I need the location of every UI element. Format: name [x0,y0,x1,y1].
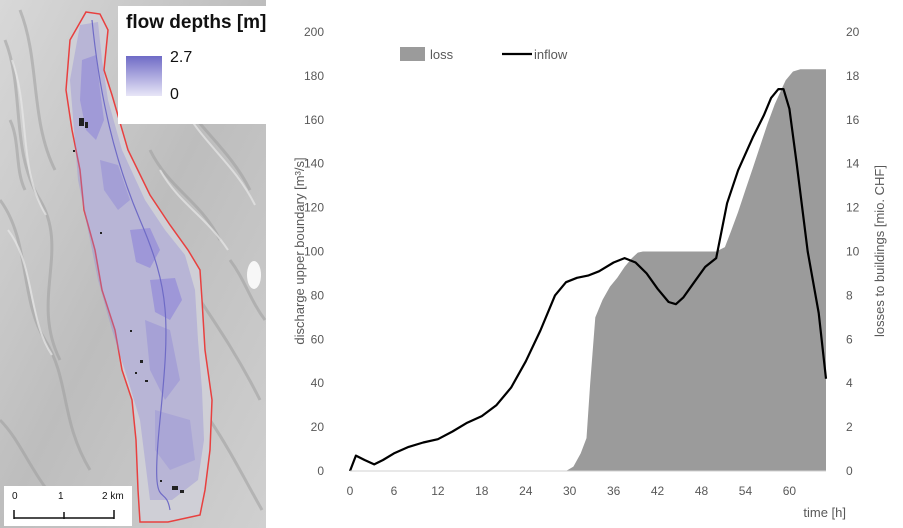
y2-tick-label: 18 [846,69,860,83]
legend-min-label: 0 [170,86,179,103]
legend-color-ramp [126,56,162,96]
y-axis-title: discharge upper boundary [m³/s] [292,157,307,344]
y2-tick-label: 20 [846,25,860,39]
x-tick-label: 48 [695,484,709,498]
left-axis-ticks: 0 20 40 60 80 100 120 140 160 180 200 [304,25,324,478]
x-tick-label: 12 [431,484,445,498]
river-line [91,19,171,511]
valley-outline [65,11,213,523]
y-tick-label: 160 [304,113,324,127]
y2-tick-label: 12 [846,201,860,215]
scale-label-2: 2 km [102,491,124,502]
terrain-ridges [0,9,266,511]
legend-max-label: 2.7 [170,49,193,66]
legend-loss-label: loss [430,47,454,62]
x-axis-title: time [h] [803,505,846,520]
scale-label-1: 1 [58,491,64,502]
x-tick-label: 54 [739,484,753,498]
y-tick-label: 40 [311,376,325,390]
y-tick-label: 0 [317,464,324,478]
chart-legend: loss inflow [400,47,568,62]
y-tick-label: 120 [304,201,324,215]
flow-depth-legend: flow depths [m] 2.7 0 [118,6,266,124]
loss-area-layer [566,69,826,472]
lake [247,261,261,289]
y2-tick-label: 4 [846,376,853,390]
y-tick-label: 100 [304,245,324,259]
chart-panel: 0 20 40 60 80 100 120 140 160 180 200 0 2 4 6 8 10 12 14 1… [266,0,903,528]
y2-tick-label: 0 [846,464,853,478]
inflow-line-layer [348,87,828,472]
y-tick-label: 80 [311,288,325,302]
y-tick-label: 20 [311,420,325,434]
buildings [73,118,184,493]
y-tick-label: 140 [304,157,324,171]
y2-tick-label: 6 [846,332,853,346]
scale-bar-line [13,510,115,519]
y2-tick-label: 8 [846,288,853,302]
y2-tick-label: 14 [846,157,860,171]
x-axis-ticks: 0 6 12 18 24 30 36 42 48 54 60 [347,484,797,498]
x-tick-label: 42 [651,484,665,498]
legend-title: flow depths [m] [126,12,266,33]
x-tick-label: 60 [783,484,797,498]
flow-depth-areas [70,22,204,500]
x-tick-label: 30 [563,484,577,498]
y-tick-label: 60 [311,332,325,346]
y2-tick-label: 2 [846,420,853,434]
y-tick-label: 200 [304,25,324,39]
y2-tick-label: 10 [846,245,860,259]
y2-tick-label: 16 [846,113,860,127]
right-axis-ticks: 0 2 4 6 8 10 12 14 16 18 20 [846,25,860,478]
flood-map: flow depths [m] 2.7 0 0 1 2 km [0,0,266,528]
legend-inflow-label: inflow [534,47,568,62]
y-tick-label: 180 [304,69,324,83]
x-tick-label: 24 [519,484,533,498]
scale-bar: 0 1 2 km [4,486,132,526]
x-tick-label: 6 [391,484,398,498]
x-tick-label: 18 [475,484,489,498]
scale-label-0: 0 [12,491,18,502]
x-tick-label: 36 [607,484,621,498]
loss-area [566,69,826,472]
y2-axis-title: losses to buildings [mio. CHF] [872,165,887,337]
x-tick-label: 0 [347,484,354,498]
inflow-line [348,87,828,472]
legend-loss-swatch [400,47,425,61]
